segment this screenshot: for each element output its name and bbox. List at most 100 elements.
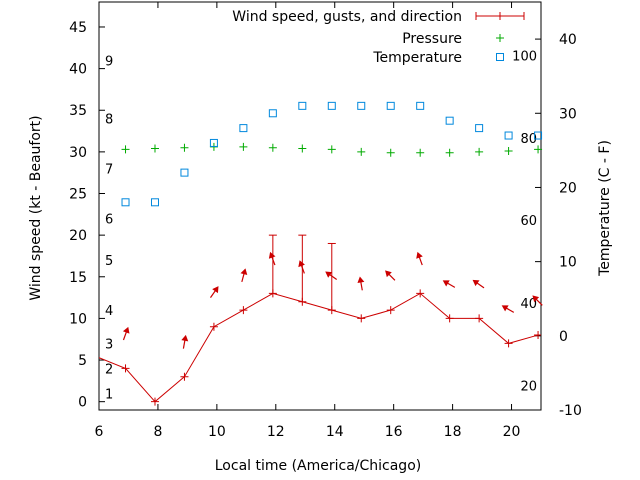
wind-arrow bbox=[209, 286, 219, 298]
wind-speed-point bbox=[150, 397, 159, 406]
x-axis-title: Local time (America/Chicago) bbox=[215, 458, 421, 474]
legend-label: Temperature bbox=[372, 50, 462, 66]
beaufort-label: 8 bbox=[105, 113, 113, 128]
wind-speed-line bbox=[99, 292, 539, 403]
pressure-series bbox=[121, 142, 543, 157]
pressure-point bbox=[504, 147, 513, 156]
y-tick-label: 15 bbox=[69, 270, 87, 286]
temperature-series bbox=[121, 101, 543, 207]
wind-arrow-head bbox=[442, 280, 450, 287]
y2-tick-label: 30 bbox=[559, 106, 577, 122]
wind-arrow bbox=[532, 295, 543, 306]
wind-arrow-head bbox=[298, 260, 305, 268]
wind-speed-point bbox=[534, 331, 541, 340]
axis-ticks: 6 8 10 12 14 16 18 20051015202530354045-1001020… bbox=[69, 2, 582, 440]
wind-speed-point bbox=[209, 322, 218, 331]
wind-arrow-head bbox=[532, 295, 540, 303]
temperature-point bbox=[534, 131, 543, 140]
y-tick-label: 45 bbox=[69, 20, 87, 36]
y-axis-title: Wind speed (kt - Beaufort) bbox=[28, 115, 44, 300]
plot-frame bbox=[98, 1, 542, 411]
pressure-point bbox=[534, 145, 543, 154]
y2-tick-label: 0 bbox=[559, 329, 568, 345]
wind-arrow bbox=[325, 271, 338, 281]
temperature-point bbox=[150, 198, 159, 207]
wind-arrow-head bbox=[325, 271, 333, 278]
x-tick-label: 18 bbox=[444, 424, 462, 440]
wind-arrow bbox=[240, 268, 248, 283]
legend-temperature-marker bbox=[496, 53, 504, 61]
wind-arrow bbox=[501, 305, 515, 313]
pressure-point bbox=[475, 147, 484, 156]
temperature-point bbox=[180, 168, 189, 177]
wind-speed-point bbox=[445, 314, 454, 323]
wind-arrow bbox=[472, 279, 485, 289]
y2-axis-title: Temperature (C - F) bbox=[597, 140, 613, 277]
temperature-point bbox=[475, 124, 484, 133]
wind-arrow-head bbox=[472, 279, 480, 287]
fahrenheit-label: 20 bbox=[520, 380, 537, 395]
wind-arrow-head bbox=[268, 251, 276, 259]
pressure-point bbox=[121, 145, 130, 154]
y2-tick-label: 40 bbox=[559, 32, 577, 48]
wind-speed-point bbox=[475, 314, 484, 323]
beaufort-label: 9 bbox=[105, 54, 113, 69]
temperature-point bbox=[239, 124, 248, 133]
y-tick-label: 20 bbox=[69, 228, 87, 244]
wind-speed-point bbox=[416, 289, 425, 298]
temperature-point bbox=[121, 198, 130, 207]
x-tick-label: 14 bbox=[326, 424, 344, 440]
x-tick-label: 20 bbox=[503, 424, 521, 440]
temperature-point bbox=[268, 109, 277, 118]
y-tick-label: 0 bbox=[78, 395, 87, 411]
wind-arrow bbox=[268, 251, 276, 266]
y2-tick-label: 10 bbox=[559, 255, 577, 271]
beaufort-label: 2 bbox=[105, 362, 113, 377]
temperature-point bbox=[357, 101, 366, 110]
wind-arrow-head bbox=[416, 251, 423, 259]
wind-arrow bbox=[442, 280, 456, 288]
x-tick-label: 16 bbox=[385, 424, 403, 440]
temperature-point bbox=[298, 101, 307, 110]
wind-arrow bbox=[416, 251, 423, 266]
x-tick-label: 12 bbox=[267, 424, 285, 440]
wind-arrow-head bbox=[240, 268, 248, 276]
beaufort-label: 6 bbox=[105, 212, 113, 227]
wind-speed-point bbox=[386, 306, 395, 315]
x-tick-label: 10 bbox=[208, 424, 226, 440]
pressure-point bbox=[327, 145, 336, 154]
scale-labels: 1 2 3 4 5 6 7 8 9 20 40 60 80 100 bbox=[105, 49, 537, 402]
fahrenheit-label: 80 bbox=[520, 132, 537, 147]
pressure-point bbox=[268, 143, 277, 152]
fahrenheit-label: 100 bbox=[512, 49, 537, 64]
wind-arrow bbox=[298, 260, 305, 274]
wind-speed-point bbox=[121, 364, 130, 373]
y-tick-label: 25 bbox=[69, 187, 87, 203]
wind-arrow-head bbox=[122, 326, 130, 334]
wind-speed-point bbox=[180, 372, 189, 381]
wind-arrow bbox=[122, 326, 130, 341]
y2-tick-label: -10 bbox=[559, 403, 582, 419]
x-tick-label: 6 bbox=[95, 424, 104, 440]
legend: Wind speed, gusts, and direction Pressure… bbox=[232, 9, 525, 66]
y-tick-label: 30 bbox=[69, 145, 87, 161]
wind-speed-point bbox=[504, 339, 513, 348]
beaufort-label: 1 bbox=[105, 387, 113, 402]
wind-arrow bbox=[181, 334, 189, 349]
wind-speed-point bbox=[239, 306, 248, 315]
wind-arrow-head bbox=[181, 334, 189, 342]
wind-arrow bbox=[385, 270, 396, 281]
beaufort-label: 4 bbox=[105, 304, 113, 319]
pressure-point bbox=[386, 148, 395, 157]
wind-arrow-head bbox=[357, 276, 365, 284]
y-tick-label: 35 bbox=[69, 103, 87, 119]
plot-border bbox=[98, 1, 542, 411]
beaufort-label: 3 bbox=[105, 337, 113, 352]
pressure-point bbox=[445, 148, 454, 157]
wind-direction-arrows bbox=[122, 251, 543, 349]
y-tick-label: 40 bbox=[69, 62, 87, 78]
temperature-point bbox=[416, 101, 425, 110]
wind-speed-point bbox=[357, 314, 366, 323]
